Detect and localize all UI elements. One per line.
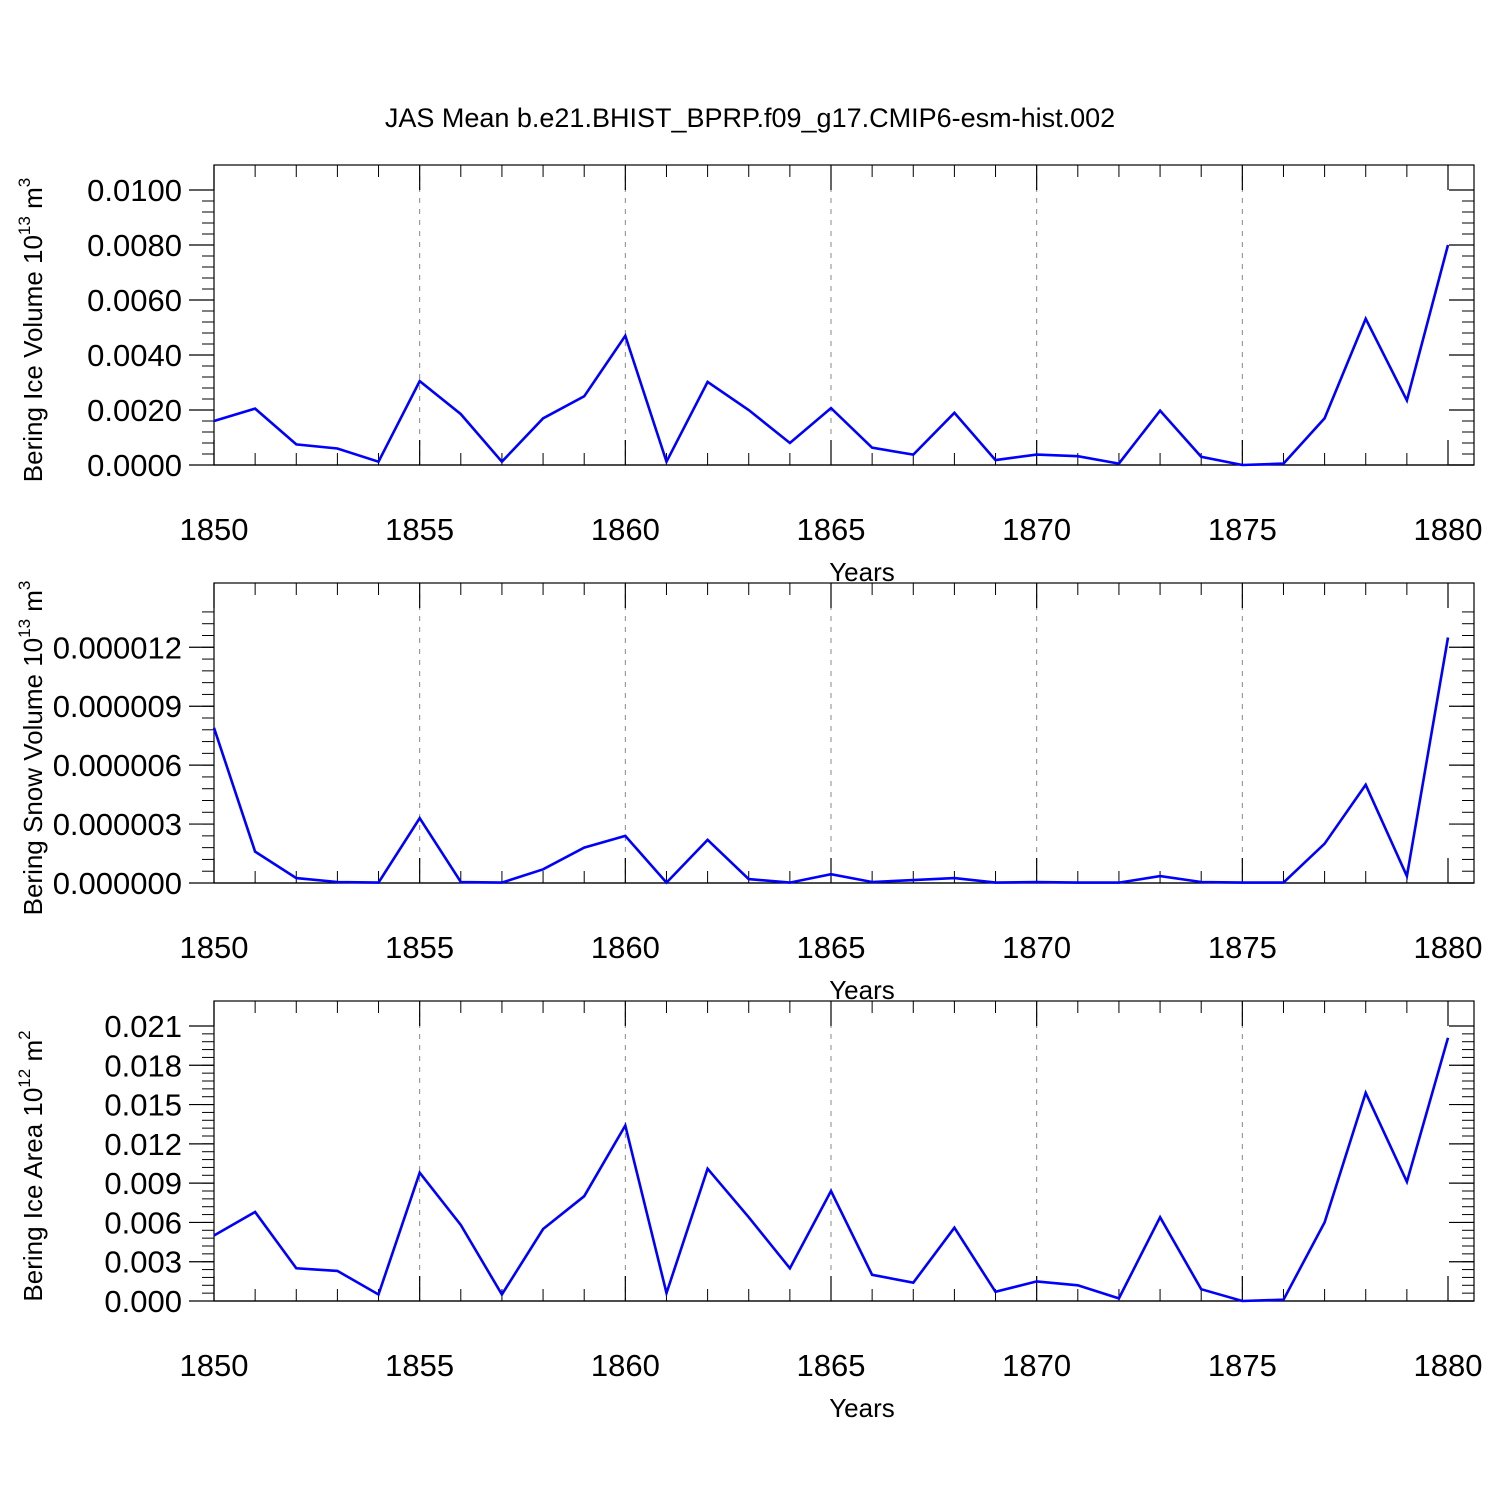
y-axis-title: Bering Ice Area 1012 m2 <box>15 1030 48 1301</box>
y-tick-label: 0.000009 <box>53 689 182 724</box>
y-tick-label: 0.000006 <box>53 748 182 783</box>
x-tick-label: 1860 <box>591 930 660 965</box>
x-tick-label: 1860 <box>591 1348 660 1383</box>
chart-panel-1: 1850 1855 1860 1865 1870 1875 1880 0.0000 0.0020… <box>15 164 1483 587</box>
series-line <box>212 637 1450 885</box>
x-tick-label: 1880 <box>1414 1348 1483 1383</box>
x-axis-title: Years <box>829 1393 895 1423</box>
y-axis-unit-exponent: 3 <box>15 581 34 590</box>
y-tick-label: 0.000012 <box>53 630 182 665</box>
plot-frame <box>213 582 1475 884</box>
x-tick-label: 1855 <box>385 1348 454 1383</box>
y-tick-label: 0.021 <box>104 1009 182 1044</box>
x-tick-label: 1850 <box>180 512 249 547</box>
x-tick-label: 1880 <box>1414 930 1483 965</box>
x-tick-label: 1855 <box>385 930 454 965</box>
x-tick-label: 1880 <box>1414 512 1483 547</box>
y-tick-label: 0.0020 <box>87 393 182 428</box>
x-tick-label: 1865 <box>797 930 866 965</box>
y-tick-label: 0.012 <box>104 1127 182 1162</box>
y-tick-label: 0.0080 <box>87 228 182 263</box>
y-tick-label: 0.000 <box>104 1284 182 1319</box>
x-axis-title: Years <box>829 557 895 587</box>
y-tick-label: 0.003 <box>104 1245 182 1280</box>
y-axis-exponent: 13 <box>15 619 34 638</box>
y-tick-label: 0.0040 <box>87 338 182 373</box>
y-axis-unit-exponent: 2 <box>15 1030 34 1039</box>
y-tick-label: 0.009 <box>104 1166 182 1201</box>
x-tick-label: 1870 <box>1002 1348 1071 1383</box>
figure-title: JAS Mean b.e21.BHIST_BPRP.f09_g17.CMIP6-… <box>385 103 1115 133</box>
y-axis-title: Bering Ice Volume 1013 m3 <box>15 178 48 482</box>
y-tick-label: 0.0060 <box>87 283 182 318</box>
x-tick-label: 1865 <box>797 512 866 547</box>
chart-panel-2: 1850 1855 1860 1865 1870 1875 1880 0.000000 0.00… <box>15 581 1482 1005</box>
y-tick-label: 0.000003 <box>53 807 182 842</box>
series-line <box>213 244 1450 467</box>
x-tick-label: 1870 <box>1002 512 1071 547</box>
x-tick-label: 1865 <box>797 1348 866 1383</box>
x-tick-label: 1870 <box>1002 930 1071 965</box>
y-axis-exponent: 12 <box>15 1069 34 1088</box>
x-tick-label: 1850 <box>180 930 249 965</box>
y-tick-label: 0.0000 <box>87 448 182 483</box>
x-tick-label: 1860 <box>591 512 660 547</box>
x-tick-label: 1875 <box>1208 1348 1277 1383</box>
x-tick-label: 1875 <box>1208 930 1277 965</box>
y-tick-label: 0.018 <box>104 1048 182 1083</box>
plot-frame <box>213 1000 1475 1302</box>
chart-panel-3: 1850 1855 1860 1865 1870 1875 1880 0.000 0.003 0.… <box>15 1000 1483 1423</box>
x-tick-label: 1855 <box>385 512 454 547</box>
series-line <box>213 1037 1450 1303</box>
x-tick-label: 1850 <box>180 1348 249 1383</box>
y-tick-label: 0.0100 <box>87 173 182 208</box>
x-axis-title: Years <box>829 975 895 1005</box>
y-tick-label: 0.000000 <box>53 866 182 901</box>
y-axis-exponent: 13 <box>15 216 34 235</box>
y-axis-unit-exponent: 3 <box>15 178 34 187</box>
y-axis-title: Bering Snow Volume 1013 m3 <box>15 581 48 916</box>
panels: 1850 1855 1860 1865 1870 1875 1880 0.0000 0.0020… <box>15 164 1483 1423</box>
y-tick-label: 0.006 <box>104 1205 182 1240</box>
x-tick-label: 1875 <box>1208 512 1277 547</box>
y-tick-label: 0.015 <box>104 1088 182 1123</box>
